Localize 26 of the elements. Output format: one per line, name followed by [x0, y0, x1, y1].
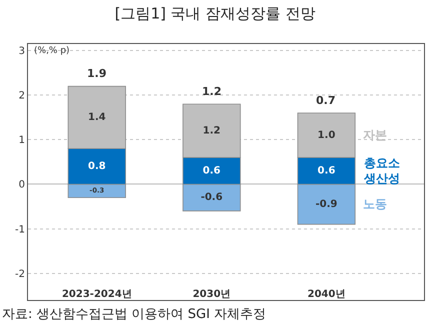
y-tick-label: 1 [18, 135, 25, 146]
total-label: 1.2 [202, 85, 222, 98]
y-tick-label: -1 [15, 224, 25, 236]
data-label: -0.6 [200, 192, 223, 204]
data-label: 1.2 [202, 125, 221, 136]
data-label: 0.8 [88, 160, 106, 172]
data-label: 1.0 [318, 130, 336, 141]
y-tick-label: 0 [18, 180, 25, 191]
x-tick-label: 2030년 [192, 289, 231, 300]
data-label: 0.6 [202, 165, 221, 176]
text: 자료: 생산함수접근법 이용하여 SGI 자체추정 [2, 307, 266, 322]
data-label: 0.6 [318, 165, 336, 176]
data-label: 1.4 [88, 112, 106, 123]
y-tick-label: -2 [15, 268, 25, 280]
total-label: 1.9 [87, 67, 106, 80]
total-label: 0.7 [316, 94, 336, 107]
x-tick-label: 2023-2024년 [62, 289, 132, 300]
y-axis-title: (%,% p) [34, 46, 70, 56]
chart-title: [그림1] 국내 잠재성장률 전망 [114, 4, 316, 23]
y-tick-label: 2 [18, 90, 25, 102]
series-label: 자본 [363, 128, 387, 142]
y-tick-label: 3 [18, 46, 25, 58]
series-label: 노동 [363, 197, 387, 211]
data-label: -0.9 [315, 198, 338, 210]
series-label: 총요소 생산성 [363, 156, 400, 186]
x-tick-label: 2040년 [308, 289, 346, 300]
